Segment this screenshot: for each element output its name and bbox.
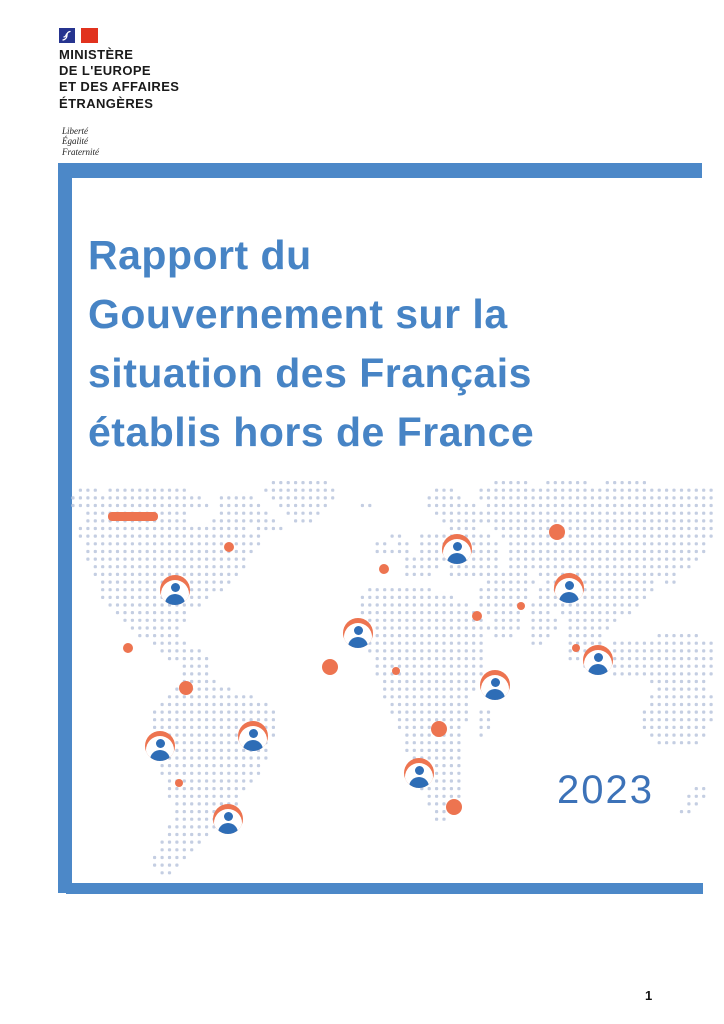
person-icon-body: [447, 553, 467, 564]
motto-line: Liberté: [62, 125, 88, 136]
title-line: situation des Français: [88, 350, 532, 396]
person-icon-body: [150, 750, 170, 761]
person-icon-head: [170, 583, 180, 592]
map-orange-dot: [179, 681, 193, 695]
flag-red-block: [81, 28, 98, 43]
map-orange-bar-marker: [108, 512, 158, 521]
report-title: Rapport du Gouvernement sur la situation…: [88, 226, 688, 462]
person-icon-head: [564, 581, 574, 590]
marianne-icon: [62, 30, 71, 41]
person-icon-background: [161, 580, 189, 605]
ministry-logo: MINISTÈRE DE L'EUROPE ET DES AFFAIRES ÉT…: [59, 28, 179, 157]
person-icon-background: [146, 736, 174, 761]
map-orange-dot: [446, 799, 462, 815]
person-icon-head: [452, 542, 462, 551]
person-icon-background: [555, 578, 583, 603]
map-person-icon: [160, 575, 190, 605]
frame-left-bar: [58, 163, 72, 893]
map-orange-dot: [572, 644, 580, 652]
page-number: 1: [645, 988, 653, 1003]
ministry-line: MINISTÈRE: [59, 47, 134, 62]
person-icon-head: [155, 739, 165, 748]
motto-line: Fraternité: [62, 146, 99, 157]
ministry-line: ÉTRANGÈRES: [59, 95, 154, 111]
map-person-icon: [442, 534, 472, 564]
ministry-line: DE L'EUROPE: [59, 63, 152, 79]
map-orange-dot: [392, 667, 400, 675]
person-icon-head: [223, 812, 233, 821]
map-person-icon: [213, 804, 243, 834]
map-person-icon: [145, 731, 175, 761]
map-person-icon: [343, 618, 373, 648]
map-orange-dot: [123, 643, 133, 653]
person-icon-head: [414, 766, 424, 775]
map-orange-dot: [472, 611, 482, 621]
frame-top-bar: [58, 163, 702, 178]
person-icon-body: [165, 594, 185, 605]
report-year: 2023: [557, 768, 654, 812]
map-orange-dot: [549, 524, 565, 540]
person-icon-body: [485, 689, 505, 700]
map-orange-dot: [379, 564, 389, 574]
map-person-icon: [480, 670, 510, 700]
map-orange-dot: [517, 602, 525, 610]
map-person-icon: [583, 645, 613, 675]
person-icon-background: [214, 809, 242, 834]
french-flag-icon: [59, 28, 179, 43]
map-person-icon: [554, 573, 584, 603]
person-icon-body: [348, 637, 368, 648]
person-icon-background: [344, 623, 372, 648]
ministry-line: ET DES AFFAIRES: [59, 79, 180, 95]
person-icon-head: [593, 653, 603, 662]
map-orange-dot: [431, 721, 447, 737]
person-icon-body: [559, 592, 579, 603]
map-person-icon: [238, 721, 268, 751]
motto-line: Égalité: [62, 136, 88, 147]
person-icon-head: [353, 626, 363, 635]
republic-motto: Liberté Égalité Fraternité: [62, 126, 179, 158]
ministry-name: MINISTÈRE DE L'EUROPE ET DES AFFAIRES ÉT…: [59, 47, 179, 112]
title-line: établis hors de France: [88, 409, 535, 455]
person-icon-background: [239, 726, 267, 751]
person-icon-body: [218, 823, 238, 834]
map-orange-dot: [224, 542, 234, 552]
person-icon-background: [481, 675, 509, 700]
map-orange-dot: [175, 779, 183, 787]
map-person-icon: [404, 758, 434, 788]
person-icon-body: [243, 740, 263, 751]
title-line: Gouvernement sur la: [88, 291, 508, 337]
person-icon-background: [584, 650, 612, 675]
frame-bottom-bar: [66, 883, 703, 894]
person-icon-background: [405, 763, 433, 788]
person-icon-body: [409, 777, 429, 788]
flag-blue-block: [59, 28, 75, 43]
person-icon-head: [248, 729, 258, 738]
map-orange-dot: [322, 659, 338, 675]
person-icon-body: [588, 664, 608, 675]
person-icon-head: [490, 678, 500, 687]
title-line: Rapport du: [88, 232, 312, 278]
person-icon-background: [443, 539, 471, 564]
